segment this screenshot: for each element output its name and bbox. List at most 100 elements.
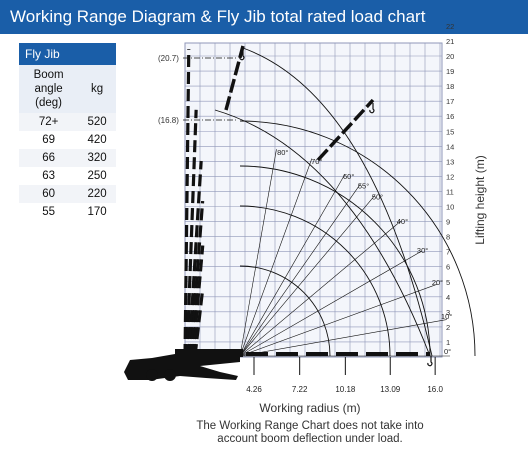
boom-positions bbox=[183, 45, 433, 367]
angle-cell: 66 bbox=[19, 149, 79, 167]
table-row: 69 420 bbox=[19, 131, 116, 149]
column-header-load: kg bbox=[78, 65, 116, 113]
truck-body bbox=[124, 354, 240, 380]
height-tick-label: 9 bbox=[446, 218, 450, 227]
load-cell: 220 bbox=[78, 185, 116, 203]
truck-silhouette bbox=[124, 349, 243, 381]
hook-icon bbox=[427, 356, 433, 367]
range-arc bbox=[239, 120, 476, 357]
table-row: 63 250 bbox=[19, 167, 116, 185]
angle-line bbox=[239, 173, 346, 357]
angle-cell: 63 bbox=[42, 170, 55, 182]
column-header-angle-line: (deg) bbox=[35, 97, 63, 109]
radius-tick-label: 16.0 bbox=[427, 385, 443, 394]
hook-icon bbox=[369, 103, 375, 114]
boom-section bbox=[185, 109, 198, 357]
x-axis-label: Working radius (m) bbox=[259, 401, 360, 415]
angle-label: 20° bbox=[432, 278, 443, 287]
height-tick-label: 22 bbox=[446, 22, 454, 31]
height-tick-label: 8 bbox=[446, 233, 450, 242]
radius-tick-label: 10.18 bbox=[335, 385, 356, 394]
angle-label: 0° bbox=[444, 347, 451, 356]
table-row: 60 220 bbox=[19, 185, 116, 203]
table-row: 55 170 bbox=[19, 203, 116, 221]
crane-base bbox=[175, 349, 243, 357]
column-header-angle: Boom angle (deg) bbox=[19, 65, 79, 113]
table-row: 66 320 bbox=[19, 149, 116, 167]
jib bbox=[316, 98, 375, 162]
hook-icon bbox=[239, 50, 245, 61]
angle-label: 55° bbox=[358, 182, 369, 191]
angle-label: 30° bbox=[417, 246, 428, 255]
caption-line: account boom deflection under load. bbox=[217, 433, 403, 445]
boom-section bbox=[183, 49, 191, 357]
height-tick-label: 14 bbox=[446, 142, 454, 151]
angle-cell: 72+ bbox=[19, 113, 79, 131]
angle-label: 80° bbox=[277, 148, 288, 157]
range-arc bbox=[239, 265, 331, 357]
angle-line bbox=[239, 158, 313, 357]
radius-tick-label: 4.26 bbox=[246, 385, 262, 394]
angle-label: 40° bbox=[397, 217, 408, 226]
height-mark-label: (20.7) bbox=[158, 54, 179, 63]
height-mark-label: (16.8) bbox=[158, 116, 179, 125]
fly-jib-load-table: Fly Jib Boom angle (deg) kg 72+ 520 69 420… bbox=[19, 43, 116, 221]
height-tick-label: 15 bbox=[446, 127, 454, 136]
height-tick-label: 20 bbox=[446, 52, 454, 61]
angle-line bbox=[239, 194, 376, 357]
range-arcs: 80° 70° 60° 55°50° 40° 30° 20° 10° 0° bbox=[214, 47, 476, 357]
boom-section bbox=[193, 289, 205, 357]
range-arc bbox=[239, 205, 391, 357]
height-tick-label: 6 bbox=[446, 263, 450, 272]
y-axis-label: Lifting height (m) bbox=[473, 155, 487, 244]
height-tick-label: 7 bbox=[446, 248, 450, 257]
angle-line bbox=[239, 283, 438, 357]
truck-wheel bbox=[146, 369, 158, 381]
angle-line bbox=[239, 149, 277, 357]
angle-line bbox=[239, 319, 447, 357]
angle-label: 10° bbox=[441, 312, 452, 321]
load-cell: 420 bbox=[87, 134, 107, 146]
truck-wheel bbox=[164, 369, 176, 381]
radius-tick-label: 7.22 bbox=[292, 385, 308, 394]
diagram-labels: Working radius (m) Lifting height (m) bbox=[259, 155, 487, 415]
caption-line: The Working Range Chart does not take in… bbox=[196, 420, 424, 432]
boom-section bbox=[189, 200, 205, 357]
height-tick-label: 18 bbox=[446, 82, 454, 91]
angle-cell: 60 bbox=[19, 185, 79, 203]
angle-label: 60° bbox=[343, 172, 354, 181]
angle-cell: 55 bbox=[42, 206, 55, 218]
column-header-angle-line: Boom bbox=[33, 69, 64, 81]
plot-area bbox=[184, 42, 443, 358]
height-tick-label: 17 bbox=[446, 97, 454, 106]
height-tick-label: 1 bbox=[446, 338, 450, 347]
angle-line bbox=[239, 183, 361, 357]
height-tick-label: 11 bbox=[446, 187, 454, 196]
table-row: 72+ 520 bbox=[19, 113, 116, 131]
load-cell: 520 bbox=[78, 113, 116, 131]
table-title: Fly Jib bbox=[19, 43, 116, 65]
height-tick-label: 4 bbox=[446, 293, 450, 302]
angle-line bbox=[239, 220, 402, 357]
radius-tick-label: 13.09 bbox=[380, 385, 401, 394]
load-cell: 250 bbox=[87, 170, 107, 182]
angle-cell: 69 bbox=[42, 134, 55, 146]
range-arc bbox=[239, 165, 431, 357]
column-header-angle-line: angle bbox=[34, 83, 63, 95]
angle-label: 50° bbox=[372, 192, 383, 201]
jib bbox=[224, 45, 245, 111]
outer-envelope bbox=[242, 47, 433, 357]
angle-line bbox=[239, 250, 423, 357]
height-tick-label: 19 bbox=[446, 67, 454, 76]
height-tick-label: 13 bbox=[446, 157, 454, 166]
boom-section bbox=[187, 160, 203, 357]
load-cell: 170 bbox=[87, 206, 107, 218]
angle-label: 70° bbox=[311, 157, 322, 166]
height-tick-label: 10 bbox=[446, 203, 454, 212]
height-tick-label: 3 bbox=[446, 308, 450, 317]
load-cell: 320 bbox=[78, 149, 116, 167]
height-tick-label: 2 bbox=[446, 323, 450, 332]
height-tick-label: 12 bbox=[446, 172, 454, 181]
